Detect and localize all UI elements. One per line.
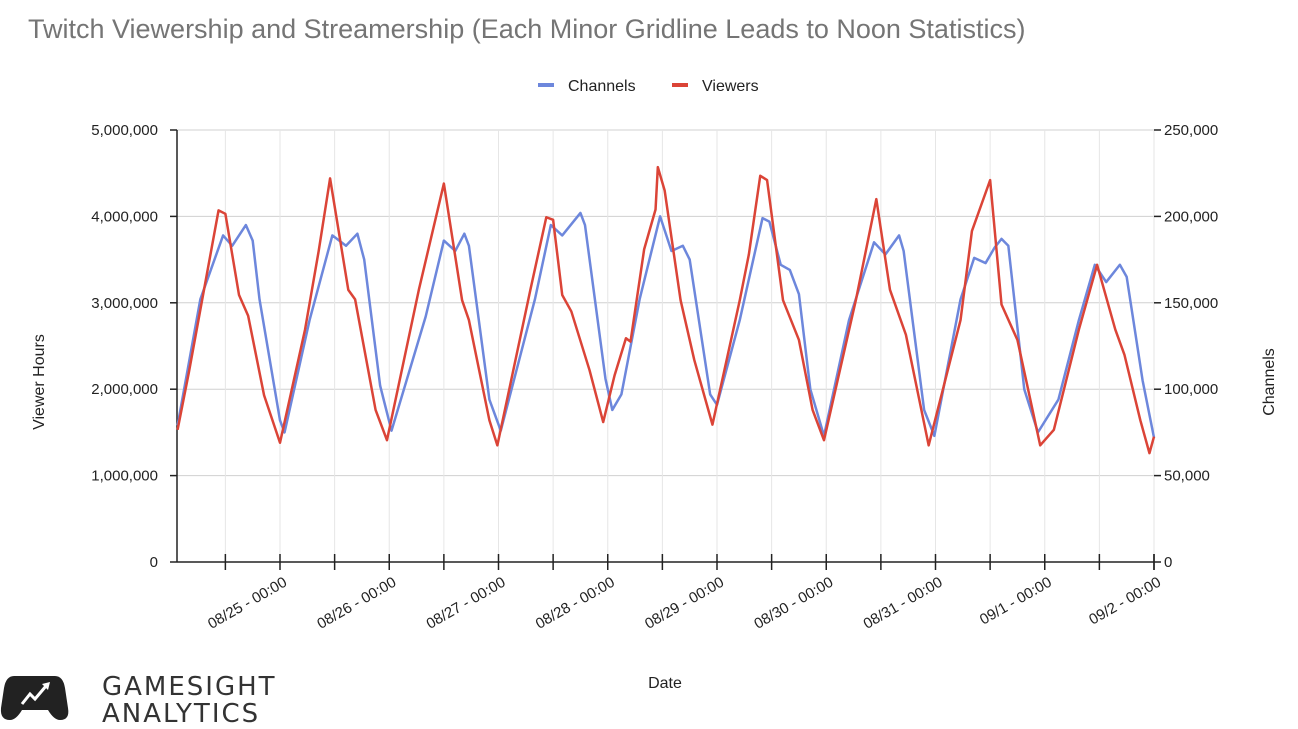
series-line-viewers (176, 165, 1156, 455)
legend: Channels Viewers (538, 78, 759, 95)
series-line-channels (176, 211, 1156, 438)
y-axis-right-label: Channels (1261, 348, 1278, 416)
x-tick-label: 08/27 - 00:00 (423, 574, 508, 633)
legend-swatch-viewers (672, 83, 688, 87)
legend-swatch-channels (538, 83, 554, 87)
x-tick-label: 09/2 - 00:00 (1086, 574, 1164, 629)
x-tick-label: 09/1 - 00:00 (977, 574, 1055, 629)
logo-text-line1: GAMESIGHT (102, 672, 277, 702)
gamepad-chart-icon (0, 676, 69, 720)
y-tick-label-right: 0 (1164, 554, 1172, 571)
y-tick-label-right: 50,000 (1164, 468, 1210, 485)
chart-title: Twitch Viewership and Streamership (Each… (28, 14, 1026, 44)
x-tick-label: 08/30 - 00:00 (751, 574, 836, 633)
y-tick-label-right: 250,000 (1164, 122, 1218, 139)
y-tick-label-left: 2,000,000 (91, 381, 158, 398)
legend-label-viewers: Viewers (702, 78, 759, 95)
y-tick-label-right: 200,000 (1164, 208, 1218, 225)
x-tick-label: 08/25 - 00:00 (205, 574, 290, 633)
y-tick-label-left: 5,000,000 (91, 122, 158, 139)
y-axis-left-label: Viewer Hours (31, 334, 48, 430)
legend-label-channels: Channels (568, 78, 636, 95)
y-tick-label-left: 3,000,000 (91, 295, 158, 312)
x-tick-label: 08/31 - 00:00 (860, 574, 945, 633)
x-axis-label: Date (648, 675, 682, 692)
gamesight-logo: GAMESIGHT ANALYTICS (0, 668, 300, 729)
logo-text-line2: ANALYTICS (102, 699, 261, 729)
x-tick-label: 08/26 - 00:00 (314, 574, 399, 633)
x-tick-label: 08/29 - 00:00 (642, 574, 727, 633)
y-tick-label-right: 100,000 (1164, 381, 1218, 398)
y-tick-label-left: 0 (150, 554, 158, 571)
y-tick-label-left: 1,000,000 (91, 468, 158, 485)
y-tick-label-left: 4,000,000 (91, 208, 158, 225)
x-tick-label: 08/28 - 00:00 (533, 574, 618, 633)
y-tick-label-right: 150,000 (1164, 295, 1218, 312)
